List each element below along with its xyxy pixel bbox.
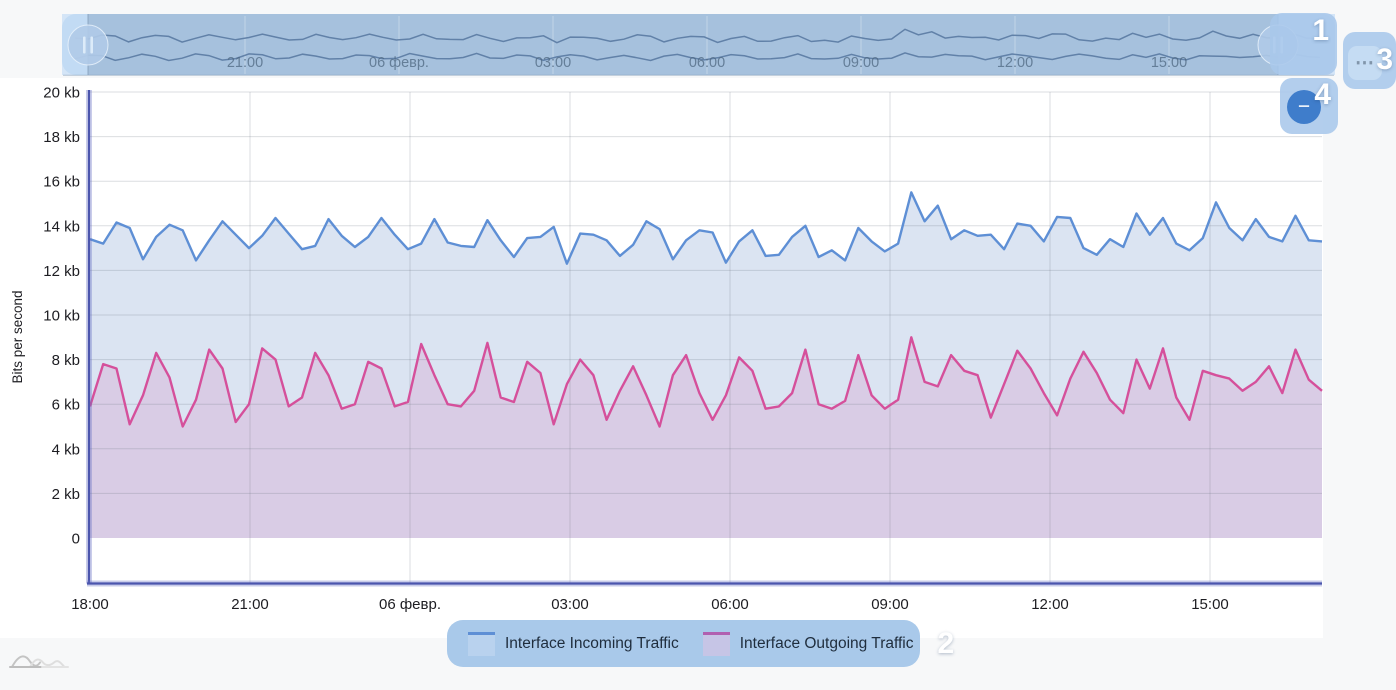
y-tick-label: 4 kb [52, 441, 80, 458]
ellipsis-icon: ⋯ [1355, 52, 1375, 74]
callout-1-navigator: 1 [1270, 13, 1337, 75]
incoming-line [89, 191, 1323, 265]
y-tick-label: 0 [72, 531, 80, 548]
pause-bars-icon [90, 36, 93, 54]
y-tick-label: 20 kb [43, 85, 80, 102]
y-axis-title: Bits per second [10, 290, 25, 383]
navigator-time-label: 12:00 [997, 55, 1033, 71]
x-tick-label: 12:00 [1031, 596, 1069, 613]
navigator-time-label: 21:00 [227, 55, 263, 71]
navigator-time-label: 03:00 [535, 55, 571, 71]
y-tick-label: 2 kb [52, 486, 80, 503]
x-tick-label: 09:00 [871, 596, 909, 613]
callout-4-zoom-out: − 4 [1280, 78, 1338, 134]
navigator-labels: 21:00 06 февр. 03:00 06:00 09:00 12:00 15:00 [227, 55, 1187, 71]
outgoing-line [88, 336, 1323, 428]
legend-item-outgoing[interactable]: Interface Outgoing Traffic [702, 631, 914, 656]
navigator-time-label: 15:00 [1151, 55, 1187, 71]
y-tick-label: 18 kb [43, 129, 80, 146]
legend-label-incoming: Interface Incoming Traffic [505, 634, 679, 652]
x-tick-label: 15:00 [1191, 596, 1229, 613]
callout-1-number: 1 [1312, 14, 1329, 47]
y-tick-label: 10 kb [43, 308, 80, 325]
grid [89, 91, 1322, 584]
legend-label-outgoing: Interface Outgoing Traffic [739, 634, 914, 652]
minus-icon: − [1297, 95, 1311, 118]
pause-bars-icon [83, 36, 86, 54]
navigator-selected-range[interactable] [88, 14, 1278, 75]
legend-item-incoming[interactable]: Interface Incoming Traffic [468, 631, 679, 656]
y-tick-label: 8 kb [52, 352, 80, 369]
navigator-outgoing-line [74, 52, 1321, 62]
callout-4-number: 4 [1314, 78, 1331, 111]
callout-3-menu: ⋯ 3 [1343, 32, 1396, 89]
outgoing-series-swatch [702, 631, 730, 656]
x-tick-label: 18:00 [71, 596, 109, 613]
callout-3-number: 3 [1376, 43, 1393, 76]
navigator-grid [244, 16, 1170, 74]
range-navigator: 21:00 06 февр. 03:00 06:00 09:00 12:00 15:00 [62, 14, 1335, 76]
outgoing-area [90, 337, 1322, 538]
zoom-out-button[interactable]: − [1287, 90, 1321, 124]
y-tick-label: 14 kb [43, 218, 80, 235]
series-areas [90, 192, 1322, 538]
x-tick-label: 03:00 [551, 596, 589, 613]
x-tick-label: 21:00 [231, 596, 269, 613]
y-tick-label: 6 kb [52, 397, 80, 414]
incoming-series-swatch [468, 631, 495, 656]
callout-2-number: 2 [937, 626, 955, 660]
more-options-button[interactable]: ⋯ [1348, 46, 1382, 80]
x-tick-label: 06:00 [711, 596, 749, 613]
navigator-incoming-line [74, 28, 1321, 44]
amcharts-logo[interactable] [8, 645, 72, 675]
navigator-time-label: 06:00 [689, 55, 725, 71]
navigator-time-label: 06 февр. [369, 55, 429, 71]
navigator-left-handle[interactable] [67, 24, 109, 66]
chart-legend: Interface Incoming Traffic Interface Out… [447, 620, 954, 667]
axes [86, 90, 1322, 587]
y-tick-label: 12 kb [43, 263, 80, 280]
navigator-time-label: 09:00 [843, 55, 879, 71]
x-tick-label: 06 февр. [379, 596, 441, 613]
axis-labels: 0 2 kb 4 kb 6 kb 8 kb 10 kb 12 kb 14 kb 16 kb 18 … [10, 85, 1229, 614]
y-tick-label: 16 kb [43, 174, 80, 191]
